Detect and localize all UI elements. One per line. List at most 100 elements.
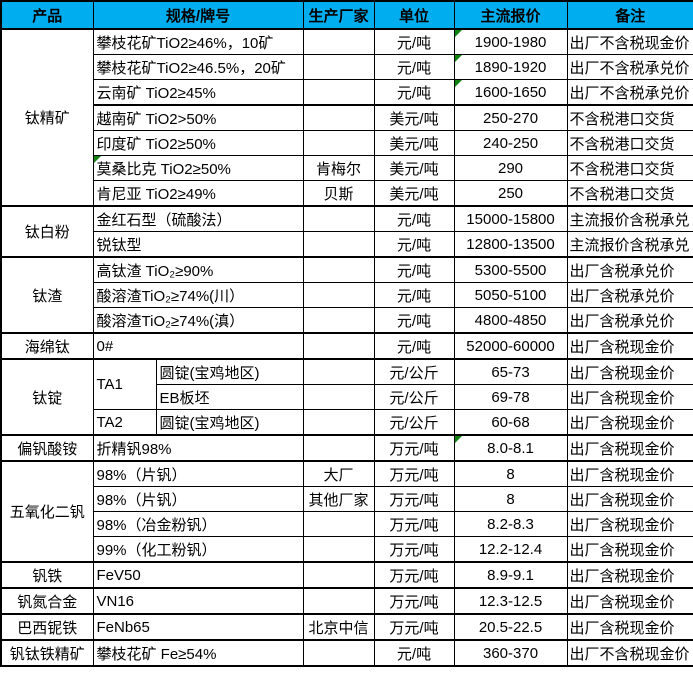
unit-cell[interactable]: 万元/吨	[373, 486, 455, 512]
note-cell[interactable]: 出厂含税承兑价	[566, 256, 693, 283]
unit-cell[interactable]: 万元/吨	[373, 561, 455, 589]
maker-cell[interactable]	[302, 561, 375, 589]
spec-cell[interactable]: 98%（片钒）	[92, 486, 304, 512]
note-cell[interactable]: 出厂含税现金价	[566, 587, 693, 615]
note-cell[interactable]: 出厂含税承兑价	[566, 307, 693, 334]
price-cell[interactable]: 360-370	[453, 639, 568, 667]
note-cell[interactable]: 主流报价含税承兑	[566, 231, 693, 258]
spec-cell[interactable]: 云南矿 TiO2≥45%	[92, 79, 304, 106]
price-cell[interactable]: 8.2-8.3	[453, 511, 568, 537]
column-header-maker[interactable]: 生产厂家	[302, 0, 375, 30]
maker-cell[interactable]	[302, 409, 375, 436]
product-cell[interactable]: 钒氮合金	[0, 587, 94, 615]
spec-cell[interactable]: 锐钛型	[92, 231, 304, 258]
unit-cell[interactable]: 元/公斤	[373, 384, 455, 410]
note-cell[interactable]: 出厂不含税现金价	[566, 28, 693, 55]
note-cell[interactable]: 不含税港口交货	[566, 155, 693, 181]
note-cell[interactable]: 出厂含税现金价	[566, 460, 693, 487]
note-cell[interactable]: 出厂含税现金价	[566, 613, 693, 641]
maker-cell[interactable]	[302, 332, 375, 360]
note-cell[interactable]: 不含税港口交货	[566, 180, 693, 207]
note-cell[interactable]: 出厂不含税承兑价	[566, 54, 693, 80]
price-cell[interactable]: 250	[453, 180, 568, 207]
price-cell[interactable]: 15000-15800	[453, 205, 568, 232]
unit-cell[interactable]: 元/吨	[373, 205, 455, 232]
price-cell[interactable]: 8	[453, 486, 568, 512]
product-cell[interactable]: 偏钒酸铵	[0, 434, 94, 462]
spec-cell[interactable]: 99%（化工粉钒）	[92, 536, 304, 563]
product-cell[interactable]: 五氧化二钒	[0, 460, 94, 563]
spec-cell[interactable]: 98%（片钒）	[92, 460, 304, 487]
spec-cell[interactable]: 金红石型（硫酸法）	[92, 205, 304, 232]
price-cell[interactable]: 8	[453, 460, 568, 487]
price-cell[interactable]: 240-250	[453, 130, 568, 156]
maker-cell[interactable]	[302, 639, 375, 667]
unit-cell[interactable]: 美元/吨	[373, 155, 455, 181]
unit-cell[interactable]: 万元/吨	[373, 536, 455, 563]
spec-cell[interactable]: 高钛渣 TiO₂≥90%	[92, 256, 304, 283]
maker-cell[interactable]	[302, 434, 375, 462]
spec-cell[interactable]: 酸溶渣TiO₂≥74%(川）	[92, 282, 304, 308]
note-cell[interactable]: 出厂含税现金价	[566, 434, 693, 462]
unit-cell[interactable]: 元/吨	[373, 231, 455, 258]
maker-cell[interactable]	[302, 587, 375, 615]
price-cell[interactable]: 1900-1980	[453, 28, 568, 55]
note-cell[interactable]: 不含税港口交货	[566, 104, 693, 131]
price-cell[interactable]: 8.9-9.1	[453, 561, 568, 589]
product-cell[interactable]: 钛白粉	[0, 205, 94, 258]
maker-cell[interactable]	[302, 307, 375, 334]
spec-cell[interactable]: 攀枝花矿TiO2≥46.5%，20矿	[92, 54, 304, 80]
spec-cell[interactable]: FeNb65	[92, 613, 304, 641]
price-cell[interactable]: 52000-60000	[453, 332, 568, 360]
unit-cell[interactable]: 万元/吨	[373, 460, 455, 487]
maker-cell[interactable]	[302, 54, 375, 80]
unit-cell[interactable]: 万元/吨	[373, 511, 455, 537]
product-cell[interactable]: 钛锭	[0, 358, 94, 436]
maker-cell[interactable]	[302, 511, 375, 537]
note-cell[interactable]: 出厂不含税现金价	[566, 639, 693, 667]
unit-cell[interactable]: 元/吨	[373, 79, 455, 106]
spec-cell[interactable]: 莫桑比克 TiO2≥50%	[92, 155, 304, 181]
unit-cell[interactable]: 元/吨	[373, 282, 455, 308]
spec-cell[interactable]: 酸溶渣TiO₂≥74%(滇）	[92, 307, 304, 334]
product-cell[interactable]: 巴西铌铁	[0, 613, 94, 641]
spec-cell[interactable]: VN16	[92, 587, 304, 615]
spec-b-cell[interactable]: 圆锭(宝鸡地区)	[155, 358, 304, 385]
note-cell[interactable]: 不含税港口交货	[566, 130, 693, 156]
column-header-price[interactable]: 主流报价	[453, 0, 568, 30]
maker-cell[interactable]	[302, 384, 375, 410]
note-cell[interactable]: 出厂含税现金价	[566, 409, 693, 436]
price-cell[interactable]: 60-68	[453, 409, 568, 436]
maker-cell[interactable]	[302, 130, 375, 156]
maker-cell[interactable]	[302, 358, 375, 385]
note-cell[interactable]: 出厂含税现金价	[566, 358, 693, 385]
unit-cell[interactable]: 元/公斤	[373, 409, 455, 436]
unit-cell[interactable]: 元/吨	[373, 307, 455, 334]
unit-cell[interactable]: 美元/吨	[373, 180, 455, 207]
column-header-unit[interactable]: 单位	[373, 0, 455, 30]
note-cell[interactable]: 主流报价含税承兑	[566, 205, 693, 232]
column-header-product[interactable]: 产品	[0, 0, 94, 30]
spec-a-cell[interactable]: TA2	[92, 409, 157, 436]
note-cell[interactable]: 出厂不含税承兑价	[566, 79, 693, 106]
product-cell[interactable]: 海绵钛	[0, 332, 94, 360]
maker-cell[interactable]	[302, 79, 375, 106]
unit-cell[interactable]: 元/吨	[373, 28, 455, 55]
price-cell[interactable]: 12.2-12.4	[453, 536, 568, 563]
note-cell[interactable]: 出厂含税现金价	[566, 384, 693, 410]
spec-cell[interactable]: 折精钒98%	[92, 434, 304, 462]
maker-cell[interactable]	[302, 256, 375, 283]
unit-cell[interactable]: 元/吨	[373, 54, 455, 80]
product-cell[interactable]: 钒钛铁精矿	[0, 639, 94, 667]
maker-cell[interactable]: 贝斯	[302, 180, 375, 207]
price-cell[interactable]: 5050-5100	[453, 282, 568, 308]
maker-cell[interactable]: 大厂	[302, 460, 375, 487]
unit-cell[interactable]: 万元/吨	[373, 587, 455, 615]
spec-cell[interactable]: 0#	[92, 332, 304, 360]
spec-cell[interactable]: 越南矿 TiO2>50%	[92, 104, 304, 131]
product-cell[interactable]: 钛渣	[0, 256, 94, 334]
note-cell[interactable]: 出厂含税现金价	[566, 486, 693, 512]
spec-cell[interactable]: 印度矿 TiO2≥50%	[92, 130, 304, 156]
spec-b-cell[interactable]: EB板坯	[155, 384, 304, 410]
note-cell[interactable]: 出厂含税现金价	[566, 561, 693, 589]
